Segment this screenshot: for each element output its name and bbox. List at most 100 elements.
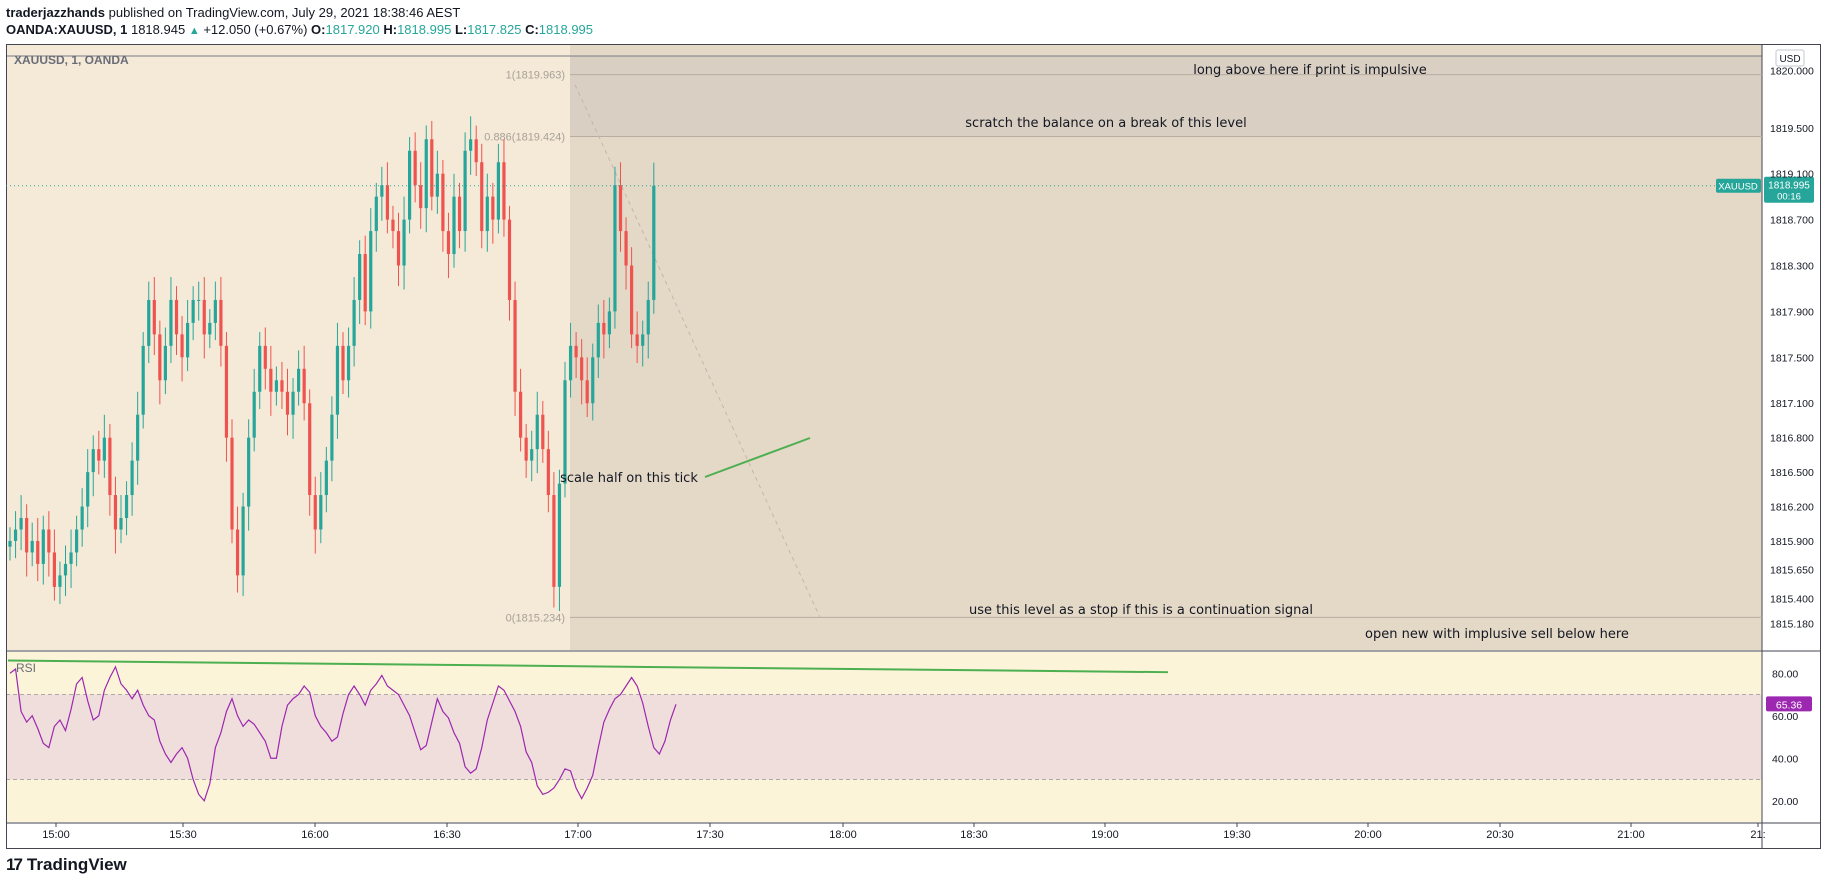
- y-tick-label: 1815.900: [1770, 536, 1814, 548]
- candle-body: [8, 540, 12, 547]
- candle-body: [435, 173, 439, 197]
- candle-body: [97, 449, 101, 461]
- chart-header: traderjazzhands published on TradingView…: [6, 4, 593, 40]
- rsi-trendline: [7, 659, 1169, 674]
- y-tick-label: 1818.700: [1770, 215, 1814, 227]
- candle-body: [58, 575, 62, 587]
- candle-body: [652, 185, 656, 300]
- candle-body: [335, 345, 340, 415]
- candle-body: [591, 357, 595, 404]
- candle-body: [19, 518, 23, 530]
- y-tick-label: 1820.000: [1770, 65, 1814, 77]
- y-tick-label: 1817.500: [1770, 352, 1814, 364]
- candle-body: [224, 345, 229, 438]
- candle-body: [119, 518, 123, 530]
- candle-body: [230, 437, 234, 530]
- high-value: 1818.995: [397, 22, 452, 37]
- x-tick-label: 17:00: [564, 829, 592, 841]
- candle-body: [413, 150, 417, 186]
- candle-body: [352, 299, 356, 346]
- candle-body: [602, 322, 606, 335]
- candle-body: [641, 334, 645, 346]
- candle-body: [630, 265, 634, 335]
- y-tick-label: 1815.180: [1770, 619, 1814, 631]
- candle-body: [446, 231, 451, 255]
- candle-body: [136, 414, 140, 461]
- candle-body: [169, 299, 173, 346]
- candle-body: [568, 345, 573, 381]
- candle-body: [585, 380, 589, 404]
- candle-body: [463, 150, 467, 232]
- y-tick-label: 1816.200: [1770, 502, 1814, 514]
- y-tick-label: 1815.400: [1770, 593, 1814, 605]
- candle-body: [507, 219, 512, 300]
- candle-body: [124, 495, 129, 519]
- low-value: 1817.825: [467, 22, 522, 37]
- candle-body: [624, 231, 628, 266]
- tradingview-logo-icon: 17: [6, 855, 23, 874]
- countdown-text: 00:16: [1777, 192, 1801, 203]
- high-label: H:: [383, 22, 398, 37]
- annotation-open-new: open new with implusive sell below here: [1365, 627, 1629, 642]
- candle-body: [25, 518, 29, 553]
- x-tick-label: 20:00: [1354, 829, 1382, 841]
- candle-body: [574, 345, 578, 358]
- candle-body: [607, 311, 611, 335]
- candle-body: [358, 254, 362, 300]
- candle-body: [519, 391, 523, 438]
- rsi-y-tick-label: 20.00: [1772, 796, 1798, 808]
- last-price-badge: [1764, 176, 1814, 203]
- candle-body: [424, 139, 428, 209]
- candle-body: [280, 380, 284, 392]
- last-price-text: 1818.995: [1768, 181, 1810, 192]
- tradingview-logo[interactable]: 17 TradingView: [6, 855, 127, 875]
- candle-body: [580, 357, 584, 381]
- candle-body: [324, 460, 328, 496]
- symbol-badge-text: XAUUSD: [1718, 182, 1758, 193]
- rsi-y-tick-label: 60.00: [1772, 711, 1798, 723]
- x-tick-label: 17:30: [696, 829, 724, 841]
- x-tick-label: 18:30: [960, 829, 988, 841]
- candle-body: [274, 380, 278, 392]
- open-label: O:: [311, 22, 326, 37]
- fib-level-label: 1(1819.963): [506, 70, 565, 82]
- y-tick-label: 1819.500: [1770, 123, 1814, 135]
- candle-body: [102, 437, 106, 461]
- candle-body: [30, 540, 34, 553]
- candle-body: [524, 437, 528, 461]
- candle-body: [258, 345, 262, 392]
- upper-zone: [570, 56, 1762, 137]
- candle-body: [496, 162, 500, 220]
- rsi-y-tick-label: 40.00: [1772, 753, 1798, 765]
- y-tick-label: 1816.800: [1770, 433, 1814, 445]
- author-name[interactable]: traderjazzhands: [6, 5, 105, 20]
- rsi-line: [9, 665, 677, 802]
- candle-body: [80, 506, 84, 530]
- fib-trend-line: [574, 84, 821, 618]
- candle-body: [208, 322, 212, 335]
- x-tick-label: 15:30: [169, 829, 197, 841]
- candle-body: [385, 185, 389, 220]
- candle-body: [546, 449, 550, 496]
- candle-body: [563, 380, 567, 484]
- candle-body: [263, 345, 267, 369]
- y-tick-label: 1817.100: [1770, 398, 1814, 410]
- candle-body: [241, 506, 245, 576]
- symbol-badge: [1716, 178, 1761, 193]
- fib-level-label: 0.886(1819.424): [484, 132, 565, 144]
- y-tick-label: 1818.300: [1770, 261, 1814, 273]
- y-tick-label: 1815.650: [1770, 565, 1814, 577]
- annotation-arrow-line: [704, 437, 811, 478]
- publish-info: published on TradingView.com, July 29, 2…: [108, 5, 461, 20]
- annotation-scale-half: scale half on this tick: [560, 471, 698, 486]
- candle-body: [646, 299, 650, 335]
- currency-badge-text: USD: [1779, 54, 1800, 65]
- change-value: +12.050 (+0.67%): [203, 22, 308, 37]
- candle-body: [596, 322, 600, 358]
- candle-body: [408, 150, 412, 220]
- candle-body: [91, 449, 95, 473]
- close-value: 1818.995: [538, 22, 594, 37]
- candle-body: [197, 299, 201, 301]
- y-tick-label: 1819.100: [1770, 169, 1814, 181]
